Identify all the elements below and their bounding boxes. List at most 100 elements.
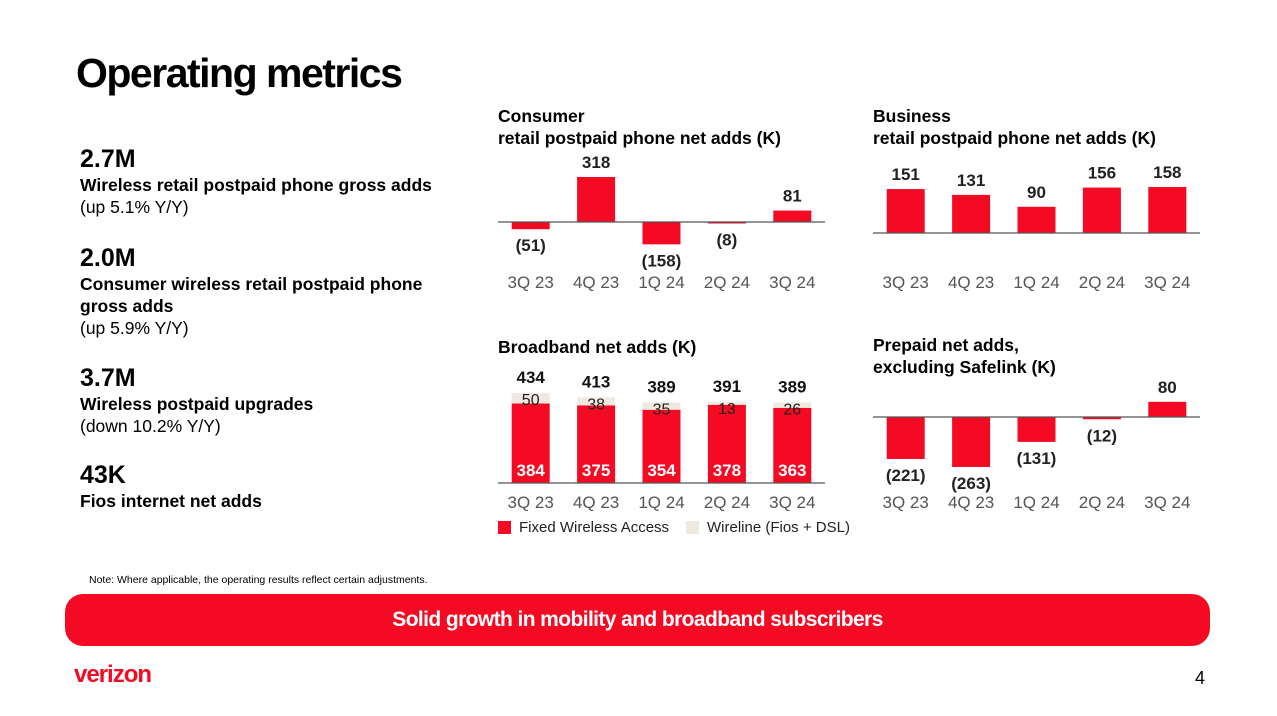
bar xyxy=(952,417,991,467)
bar-fwa xyxy=(642,409,681,483)
chart-title-line: Business xyxy=(873,106,951,126)
bar xyxy=(707,222,746,224)
bar xyxy=(642,222,681,245)
data-label: 318 xyxy=(582,153,610,172)
bar xyxy=(1017,206,1056,233)
data-label: (51) xyxy=(516,236,546,255)
verizon-logo: verizon xyxy=(74,661,152,688)
data-label-wireline: 13 xyxy=(718,401,736,418)
chart-title-line: Broadband net adds (K) xyxy=(498,337,697,357)
kpi-change: (up 5.1% Y/Y) xyxy=(80,197,189,217)
data-label: 131 xyxy=(957,171,985,190)
kpi-label: Wireless retail postpaid phone gross add… xyxy=(80,175,432,195)
x-tick-label: 2Q 24 xyxy=(1079,493,1125,512)
data-label-fwa: 354 xyxy=(647,461,676,480)
data-label: (131) xyxy=(1017,449,1057,468)
bar xyxy=(1017,417,1056,442)
legend-item-wireline: Wireline (Fios + DSL) xyxy=(686,519,850,536)
x-tick-label: 2Q 24 xyxy=(704,273,750,292)
data-label-fwa: 378 xyxy=(713,461,741,480)
data-label-wireline: 35 xyxy=(653,401,671,418)
bar xyxy=(577,177,616,222)
x-tick-label: 2Q 24 xyxy=(1079,273,1125,292)
bar-fwa xyxy=(511,403,550,483)
kpi-gross-adds: 2.7M Wireless retail postpaid phone gros… xyxy=(80,144,432,218)
x-tick-label: 1Q 24 xyxy=(1013,493,1059,512)
data-label: (221) xyxy=(886,466,926,485)
kpi-label: Fios internet net adds xyxy=(80,491,262,511)
x-tick-label: 3Q 23 xyxy=(508,493,554,512)
kpi-consumer-gross-adds: 2.0M Consumer wireless retail postpaid p… xyxy=(80,243,470,339)
kpi-value: 3.7M xyxy=(80,364,136,392)
bar-wireline xyxy=(577,397,616,406)
footnote: Note: Where applicable, the operating re… xyxy=(89,574,428,586)
chart-title-line: Consumer xyxy=(498,106,585,126)
x-tick-label: 1Q 24 xyxy=(1013,273,1059,292)
kpi-label: Wireless postpaid upgrades xyxy=(80,394,314,414)
x-tick-label: 3Q 23 xyxy=(508,273,554,292)
x-tick-label: 2Q 24 xyxy=(704,493,750,512)
bar-wireline xyxy=(707,402,746,405)
x-tick-label: 3Q 23 xyxy=(883,273,929,292)
broadband-chart-title: Broadband net adds (K) xyxy=(498,336,696,358)
data-label: 81 xyxy=(783,187,802,206)
x-tick-label: 4Q 23 xyxy=(948,493,994,512)
x-tick-label: 3Q 24 xyxy=(769,273,815,292)
kpi-change: (down 10.2% Y/Y) xyxy=(80,416,221,436)
x-tick-label: 4Q 23 xyxy=(948,273,994,292)
bar xyxy=(1082,417,1121,420)
x-tick-label: 3Q 24 xyxy=(1144,493,1190,512)
data-label-fwa: 363 xyxy=(778,461,806,480)
data-label-total: 434 xyxy=(517,368,546,387)
legend-item-fwa: Fixed Wireless Access xyxy=(498,519,669,536)
chart-title-line: Prepaid net adds, xyxy=(873,335,1019,355)
x-tick-label: 1Q 24 xyxy=(638,273,684,292)
bar xyxy=(886,417,925,459)
chart-title-line: retail postpaid phone net adds (K) xyxy=(873,128,1156,148)
kpi-change: (up 5.9% Y/Y) xyxy=(80,318,189,338)
consumer-chart-title: Consumer retail postpaid phone net adds … xyxy=(498,105,781,149)
bar-wireline xyxy=(773,402,812,408)
x-tick-label: 3Q 24 xyxy=(1144,273,1190,292)
prepaid-chart-title: Prepaid net adds, excluding Safelink (K) xyxy=(873,334,1056,378)
data-label-total: 413 xyxy=(582,373,610,392)
bar xyxy=(1148,401,1187,417)
data-label: (263) xyxy=(951,474,991,493)
page-title: Operating metrics xyxy=(76,50,403,96)
data-label: 80 xyxy=(1158,378,1177,397)
bar-fwa xyxy=(577,405,616,483)
bar xyxy=(773,210,812,222)
legend-swatch xyxy=(498,521,511,534)
bar-wireline xyxy=(642,402,681,410)
legend-label: Fixed Wireless Access xyxy=(519,519,670,536)
x-tick-label: 3Q 24 xyxy=(769,493,815,512)
data-label-fwa: 384 xyxy=(517,461,546,480)
bar xyxy=(1082,187,1121,233)
data-label-wireline: 50 xyxy=(522,392,540,409)
legend-swatch xyxy=(686,521,699,534)
kpi-upgrades: 3.7M Wireless postpaid upgrades (down 10… xyxy=(80,363,313,437)
bar xyxy=(511,222,550,230)
data-label-total: 391 xyxy=(713,377,741,396)
data-label-fwa: 375 xyxy=(582,461,610,480)
data-label: (158) xyxy=(642,251,682,270)
kpi-value: 2.7M xyxy=(80,145,136,173)
data-label-wireline: 38 xyxy=(587,397,605,414)
summary-banner: Solid growth in mobility and broadband s… xyxy=(65,594,1210,646)
kpi-fios: 43K Fios internet net adds xyxy=(80,460,262,512)
chart-title-line: excluding Safelink (K) xyxy=(873,357,1056,377)
data-label: (8) xyxy=(717,231,738,250)
x-tick-label: 1Q 24 xyxy=(638,493,684,512)
bar-fwa xyxy=(773,407,812,483)
bar-wireline xyxy=(511,393,550,404)
bar xyxy=(1148,187,1187,233)
data-label: 158 xyxy=(1153,163,1181,182)
x-tick-label: 4Q 23 xyxy=(573,273,619,292)
data-label: 156 xyxy=(1088,164,1116,183)
page-number: 4 xyxy=(1195,668,1206,688)
bar xyxy=(886,189,925,233)
data-label-total: 389 xyxy=(647,377,675,396)
bar-fwa xyxy=(707,404,746,483)
x-tick-label: 4Q 23 xyxy=(573,493,619,512)
